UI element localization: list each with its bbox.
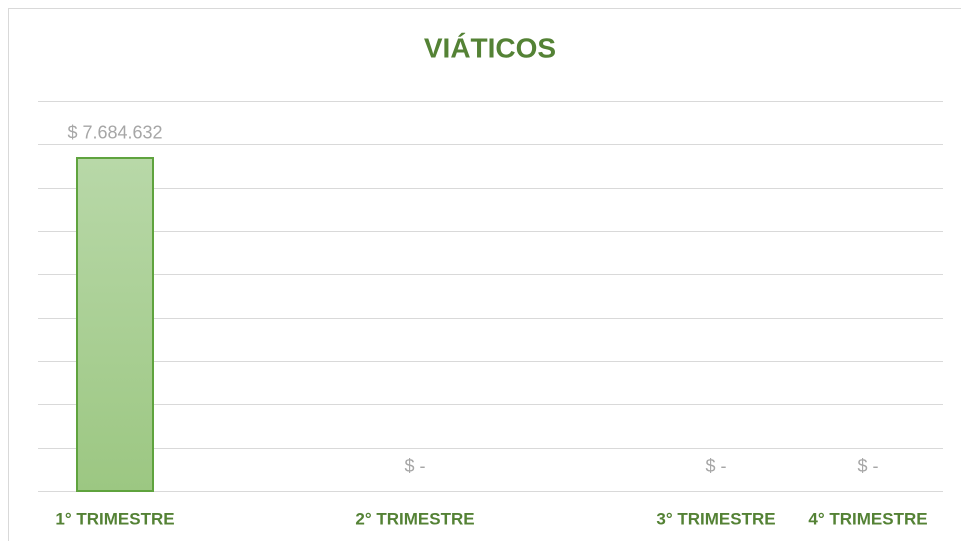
bar xyxy=(76,156,154,493)
value-label: $ - xyxy=(404,456,425,476)
value-label: $ - xyxy=(705,456,726,476)
value-label: $ 7.684.632 xyxy=(67,123,162,143)
value-label: $ - xyxy=(857,456,878,476)
x-tick-label: 4° TRIMESTRE xyxy=(808,509,927,528)
chart-title: VIÁTICOS xyxy=(424,32,556,63)
x-tick-label: 1° TRIMESTRE xyxy=(55,509,174,528)
x-tick-label: 3° TRIMESTRE xyxy=(656,509,775,528)
chart-frame xyxy=(8,8,961,541)
x-tick-label: 2° TRIMESTRE xyxy=(355,509,474,528)
